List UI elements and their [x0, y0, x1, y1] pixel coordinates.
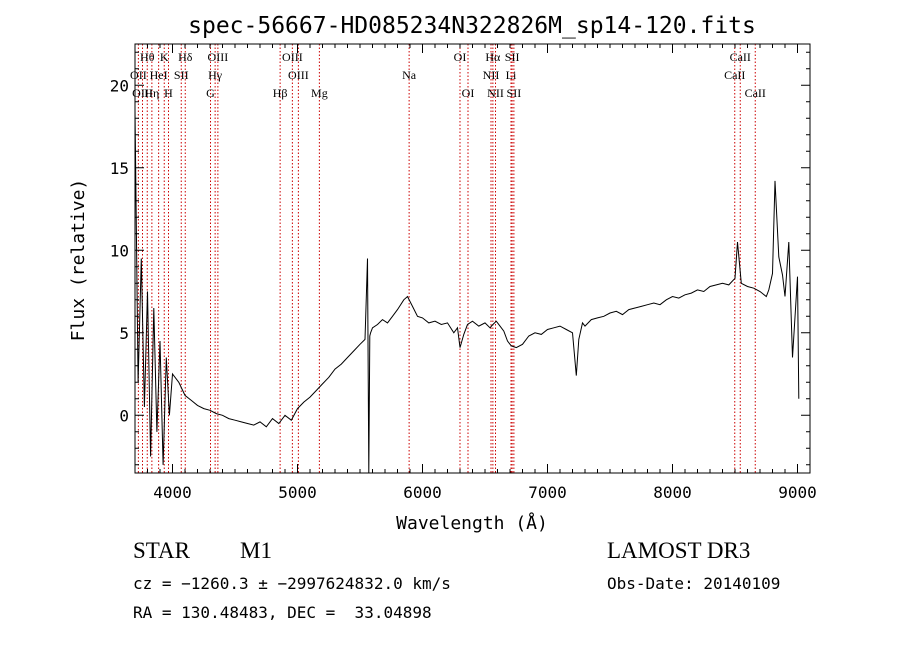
line-markers: [137, 44, 756, 473]
spectral-line-label: Hα: [485, 50, 501, 64]
plot-frame: [134, 43, 811, 474]
spectral-line-label: SII: [505, 50, 520, 64]
spectral-line-label: Na: [402, 68, 417, 82]
y-tick-label: 20: [110, 76, 129, 95]
spectral-line-label: OIII: [288, 68, 309, 82]
x-axis-label: Wavelength (Å): [396, 512, 548, 534]
spectral-line-label: Hθ: [140, 50, 155, 64]
spectral-line-label: Hβ: [273, 86, 288, 100]
y-tick-label: 10: [110, 241, 129, 260]
x-tick-label: 6000: [403, 483, 442, 502]
x-tick-label: 5000: [278, 483, 317, 502]
spectral-line-label: NII: [483, 68, 500, 82]
spectral-line-label: OI: [462, 86, 475, 100]
x-tick-label: 7000: [528, 483, 567, 502]
observation-date: Obs-Date: 20140109: [607, 574, 781, 593]
line-labels: Hθ K Hδ OIII OIII OI Hα SII CaII OII HeI SII Hγ OIII N…: [130, 50, 766, 100]
spectral-line-label: Li: [506, 68, 517, 82]
spectral-line-label: G: [206, 86, 215, 100]
survey-name: LAMOST DR3: [607, 538, 751, 563]
x-tick-label: 8000: [653, 483, 692, 502]
chart-title: spec-56667-HD085234N322826M_sp14-120.fit…: [188, 13, 756, 39]
x-tick-label: 9000: [778, 483, 817, 502]
redshift-readout: cz = −1260.3 ± −2997624832.0 km/s: [133, 574, 451, 593]
spectral-line-label: OIII: [208, 50, 229, 64]
spectral-line-label: Hγ: [208, 68, 223, 82]
object-subclass: M1: [240, 538, 272, 563]
y-axis-label: Flux (relative): [68, 179, 89, 342]
x-axis: 4000 5000 6000 7000 8000 9000: [134, 44, 817, 502]
coordinates-readout: RA = 130.48483, DEC = 33.04898: [133, 603, 432, 622]
spectrum-line: [134, 109, 800, 474]
spectral-line-label: H: [164, 86, 173, 100]
spectral-line-label: HeI: [150, 68, 168, 82]
spectral-line-label: Mg: [311, 86, 328, 100]
spectral-line-label: NII: [487, 86, 504, 100]
spectral-line-label: CaII: [724, 68, 745, 82]
object-class: STAR: [133, 538, 190, 563]
spectral-line-label: SII: [507, 86, 522, 100]
y-axis: 0 5 10 15 20: [110, 51, 810, 466]
spectral-line-label: Hδ: [178, 50, 193, 64]
y-tick-label: 0: [119, 406, 129, 425]
spectral-line-label: Hη: [144, 86, 159, 100]
y-tick-label: 5: [119, 324, 129, 343]
spectral-line-label: OIII: [132, 86, 153, 100]
spectral-line-label: CaII: [730, 50, 751, 64]
spectral-line-label: CaII: [745, 86, 766, 100]
x-tick-label: 4000: [153, 483, 192, 502]
spectral-line-label: OI: [454, 50, 467, 64]
spectral-line-label: OII: [130, 68, 147, 82]
spectral-line-label: K: [160, 50, 169, 64]
y-tick-label: 15: [110, 159, 129, 178]
spectral-line-label: SII: [174, 68, 189, 82]
spectral-line-label: OIII: [282, 50, 303, 64]
